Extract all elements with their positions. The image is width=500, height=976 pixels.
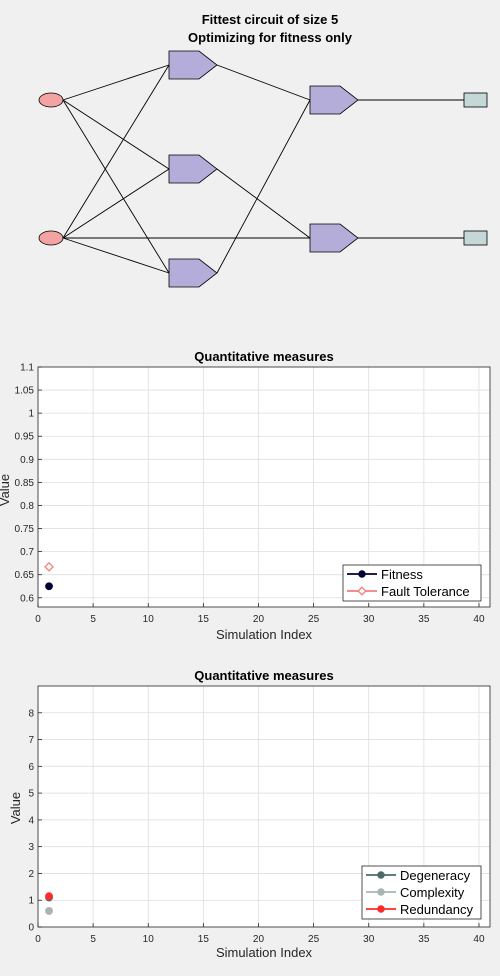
chart1-ylabel: Value xyxy=(0,474,12,506)
legend-label: Fitness xyxy=(381,567,423,582)
x-tick-label: 0 xyxy=(35,614,41,625)
y-tick-label: 1 xyxy=(28,896,34,907)
chart-degeneracy-complexity-redundancy: Quantitative measures Simulation Index V… xyxy=(8,668,491,960)
axes-box xyxy=(37,366,491,608)
circuit-title-line1: Fittest circuit of size 5 xyxy=(202,12,339,27)
data-points xyxy=(44,561,54,591)
y-tick-label: 5 xyxy=(28,789,34,800)
y-tick-label: 6 xyxy=(28,762,34,773)
x-tick-label: 10 xyxy=(143,934,155,945)
x-tick-label: 20 xyxy=(253,934,265,945)
y-tick-label: 1.05 xyxy=(15,386,35,397)
y-tick-label: 0.9 xyxy=(20,455,34,466)
axes: 0 5 10 15 20 25 30 35 40 0.6 0.65 0.7 0.75 0.8 0.85 0.9… xyxy=(15,363,491,625)
y-tick-label: 8 xyxy=(28,708,34,719)
circuit-wire xyxy=(62,64,170,239)
x-tick-label: 5 xyxy=(90,614,96,625)
y-tick-label: 0.85 xyxy=(15,478,35,489)
x-tick-label: 20 xyxy=(253,614,265,625)
data-point xyxy=(358,570,366,578)
legend-item: Complexity xyxy=(366,885,465,900)
gate-node xyxy=(309,223,359,253)
y-tick-label: 0.8 xyxy=(20,501,34,512)
y-tick-label: 3 xyxy=(28,842,34,853)
circuit-wire xyxy=(62,168,170,239)
y-tick-label: 0.75 xyxy=(15,524,35,535)
y-tick-label: 1 xyxy=(28,409,34,420)
legend-item: Redundancy xyxy=(366,902,473,917)
x-tick-label: 40 xyxy=(473,614,485,625)
chart2-xlabel: Simulation Index xyxy=(216,945,313,960)
circuit-wire xyxy=(62,237,170,274)
circuit-wire xyxy=(216,99,311,274)
data-point xyxy=(45,582,53,591)
data-point xyxy=(357,586,367,596)
x-tick-label: 15 xyxy=(198,934,210,945)
x-tick-label: 0 xyxy=(35,934,41,945)
y-tick-label: 0 xyxy=(28,923,34,934)
y-tick-label: 0.6 xyxy=(20,593,34,604)
y-tick-label: 7 xyxy=(28,735,34,746)
y-tick-label: 1.1 xyxy=(20,363,34,374)
output-node xyxy=(463,230,488,246)
legend-box xyxy=(342,564,482,602)
legend-label: Degeneracy xyxy=(400,868,471,883)
data-point xyxy=(45,892,53,901)
chart1-title: Quantitative measures xyxy=(194,349,333,364)
legend-label: Redundancy xyxy=(400,902,473,917)
x-tick-label: 35 xyxy=(418,614,430,625)
y-tick-label: 2 xyxy=(28,869,34,880)
x-tick-label: 15 xyxy=(198,614,210,625)
y-tick-label: 0.7 xyxy=(20,547,34,558)
y-tick-label: 0.65 xyxy=(15,570,35,581)
output-node xyxy=(463,92,488,108)
gate-node xyxy=(168,154,218,184)
legend: Fitness Fault Tolerance xyxy=(342,564,482,602)
x-tick-label: 40 xyxy=(473,934,485,945)
legend-item: Fault Tolerance xyxy=(347,584,470,599)
x-tick-label: 30 xyxy=(363,934,375,945)
circuit-wire xyxy=(62,99,170,170)
data-point xyxy=(377,871,385,879)
legend-label: Fault Tolerance xyxy=(381,584,470,599)
circuit-diagram: Fittest circuit of size 5 Optimizing for… xyxy=(38,12,488,288)
gate-node xyxy=(168,50,218,80)
x-tick-label: 30 xyxy=(363,614,375,625)
x-tick-label: 10 xyxy=(143,614,155,625)
gate-node xyxy=(309,85,359,115)
axes-box xyxy=(37,685,491,928)
x-tick-label: 25 xyxy=(308,614,320,625)
data-point xyxy=(44,561,54,572)
chart2-title: Quantitative measures xyxy=(194,668,333,683)
chart1-xlabel: Simulation Index xyxy=(216,627,313,642)
data-points xyxy=(45,892,53,915)
circuit-wire xyxy=(62,99,170,274)
chart-fitness-fault-tolerance: Quantitative measures Simulation Index V… xyxy=(0,349,491,642)
legend-label: Complexity xyxy=(400,885,465,900)
legend-item: Fitness xyxy=(347,567,423,582)
legend: Degeneracy Complexity Redundancy xyxy=(361,865,482,920)
circuit-wires xyxy=(62,64,464,274)
circuit-wire xyxy=(216,168,311,239)
y-tick-label: 4 xyxy=(28,815,34,826)
axes: 0 5 10 15 20 25 30 35 40 0 1 2 3 4 5 6 7 8 xyxy=(28,685,491,945)
data-point xyxy=(377,888,385,896)
x-tick-label: 5 xyxy=(90,934,96,945)
input-node xyxy=(38,92,64,108)
y-tick-label: 0.95 xyxy=(15,432,35,443)
input-node xyxy=(38,230,64,246)
gate-node xyxy=(168,258,218,288)
circuit-wire xyxy=(62,64,170,101)
legend-item: Degeneracy xyxy=(366,868,471,883)
data-point xyxy=(377,905,385,913)
circuit-nodes xyxy=(38,50,488,288)
x-tick-label: 25 xyxy=(308,934,320,945)
circuit-title-line2: Optimizing for fitness only xyxy=(188,30,353,45)
circuit-wire xyxy=(216,64,311,101)
data-point xyxy=(45,907,53,915)
x-tick-label: 35 xyxy=(418,934,430,945)
chart2-ylabel: Value xyxy=(8,792,23,824)
